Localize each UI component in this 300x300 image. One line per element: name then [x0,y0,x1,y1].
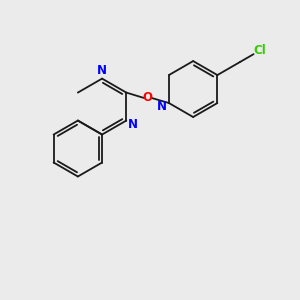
Text: N: N [97,64,107,77]
Text: Cl: Cl [253,44,266,57]
Text: N: N [128,118,138,131]
Text: N: N [157,100,167,113]
Text: O: O [142,92,152,104]
